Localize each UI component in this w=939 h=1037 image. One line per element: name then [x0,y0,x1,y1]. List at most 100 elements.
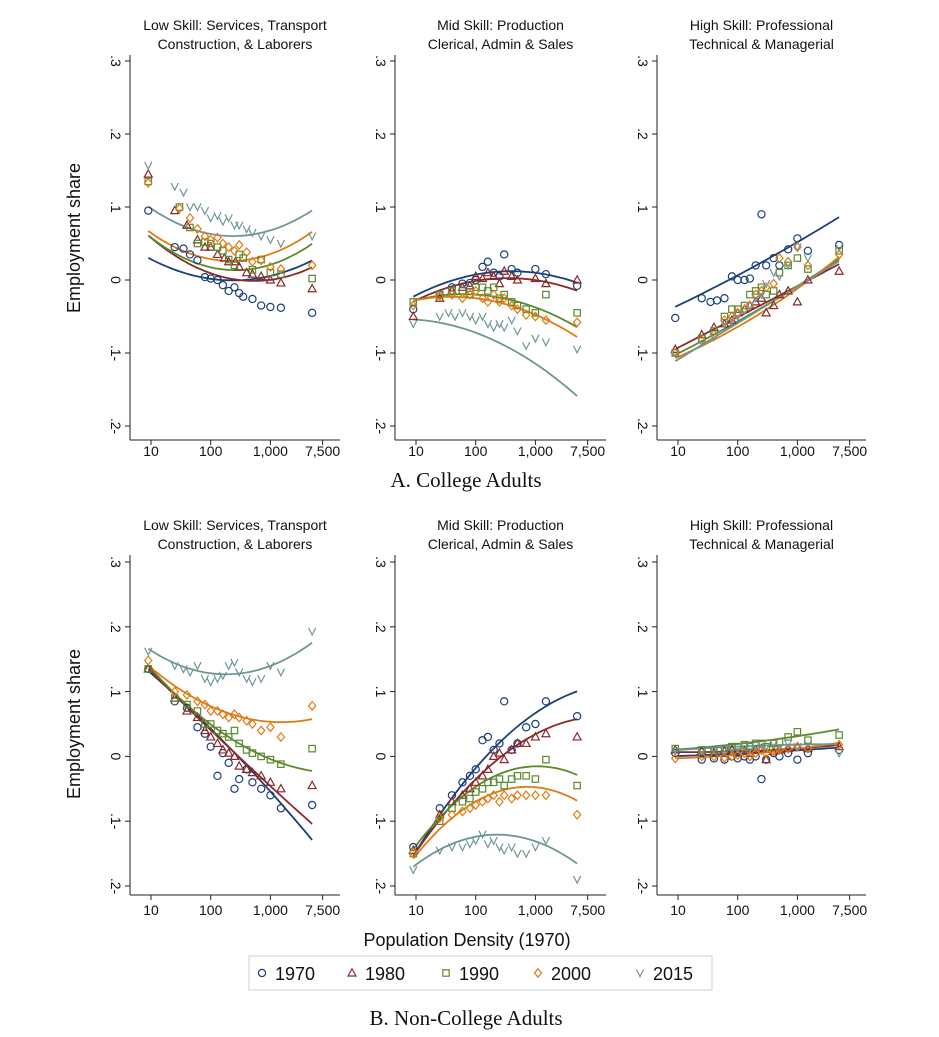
y-tick-label: 0 [108,753,124,761]
point-1970 [793,755,802,764]
point-1990 [484,778,492,787]
point-2000 [307,700,317,711]
point-2015 [179,188,188,198]
point-2000 [769,278,779,289]
legend-marker-2015 [635,969,645,978]
point-2015 [803,739,813,749]
point-1970 [447,791,457,800]
point-2000 [458,293,467,304]
point-1990 [206,720,215,728]
point-2015 [572,875,582,885]
point-1970 [248,294,257,304]
legend-label-1980: 1980 [365,964,405,984]
fit-line-2015 [413,318,578,397]
panel-b-caption: B. Non-College Adults [369,1006,562,1030]
point-2000 [745,751,755,762]
x-tick-label: 100 [464,902,488,918]
point-2015 [307,232,317,242]
point-1970 [757,774,766,784]
chart-panel-4: Low Skill: Services, Transport Constructi… [108,517,340,918]
x-axis-label: Population Density (1970) [363,930,570,950]
point-1990 [235,739,243,748]
point-1970 [478,262,487,272]
legend-item-1980: 1980 [346,964,405,984]
point-2000 [572,809,582,820]
point-2000 [775,252,784,264]
point-2000 [709,329,719,340]
x-tick-label: 100 [199,443,223,459]
point-2015 [235,668,244,678]
point-2015 [206,214,215,223]
point-1980 [212,738,223,748]
point-1970 [720,294,729,303]
point-2015 [709,333,719,342]
point-1980 [275,783,286,793]
point-2000 [206,234,216,245]
point-2015 [450,312,460,322]
point-1970 [761,261,771,270]
point-1970 [248,778,257,787]
point-1980 [802,743,813,753]
point-1990 [495,775,504,783]
point-1980 [181,705,192,715]
panel-title-line: Clerical, Admin & Sales [428,536,574,552]
point-1980 [230,256,241,266]
point-2015 [769,739,778,749]
point-1990 [513,301,522,310]
point-1970 [256,301,266,310]
point-2015 [745,301,755,311]
point-1970 [803,246,813,255]
point-2015 [495,843,504,853]
point-2000 [276,263,286,275]
point-1990 [804,265,812,273]
point-1970 [230,784,239,794]
point-2000 [143,177,153,189]
panels: Low Skill: Services, Transport Constructi… [108,17,867,918]
y-tick-label: 0 [373,276,389,284]
point-1970 [224,758,233,768]
point-2000 [733,749,743,761]
point-2015 [471,316,480,326]
point-1970 [541,697,551,706]
point-2015 [727,316,737,326]
point-1970 [499,250,509,259]
point-1990 [710,327,718,335]
point-1970 [471,765,480,774]
point-1990 [500,290,508,299]
point-2015 [572,345,582,355]
point-1990 [248,749,257,757]
point-1990 [835,247,843,255]
x-tick-label: 100 [726,443,750,459]
point-1980 [774,744,785,754]
point-1980 [470,270,481,280]
point-2000 [757,744,766,756]
point-1970 [769,253,778,263]
panel-title-line: Construction, & Laborers [158,36,313,52]
panel-title-line: Clerical, Admin & Sales [428,36,574,52]
legend-item-2015: 2015 [635,964,693,984]
point-1970 [435,804,444,813]
point-2000 [143,655,153,666]
fit-line-1970 [674,216,840,308]
chart-panel-2: Mid Skill: Production Clerical, Admin & S… [373,17,606,459]
point-1980 [256,770,267,780]
point-1970 [793,234,802,243]
point-2015 [762,279,771,289]
point-2000 [495,796,504,807]
point-2000 [185,212,195,224]
point-1970 [483,732,493,742]
point-1970 [572,281,582,291]
legend-marker-1980 [346,967,358,977]
point-2000 [727,311,737,322]
point-1980 [192,712,203,722]
point-1990 [239,254,247,262]
point-2015 [495,319,504,329]
point-1980 [792,296,803,306]
point-2015 [757,290,766,300]
point-2000 [499,790,509,801]
point-2015 [213,674,222,684]
point-1990 [542,755,550,764]
point-2015 [170,182,179,192]
x-tick-label: 7,500 [570,902,605,918]
y-tick-label: 0 [635,753,651,761]
